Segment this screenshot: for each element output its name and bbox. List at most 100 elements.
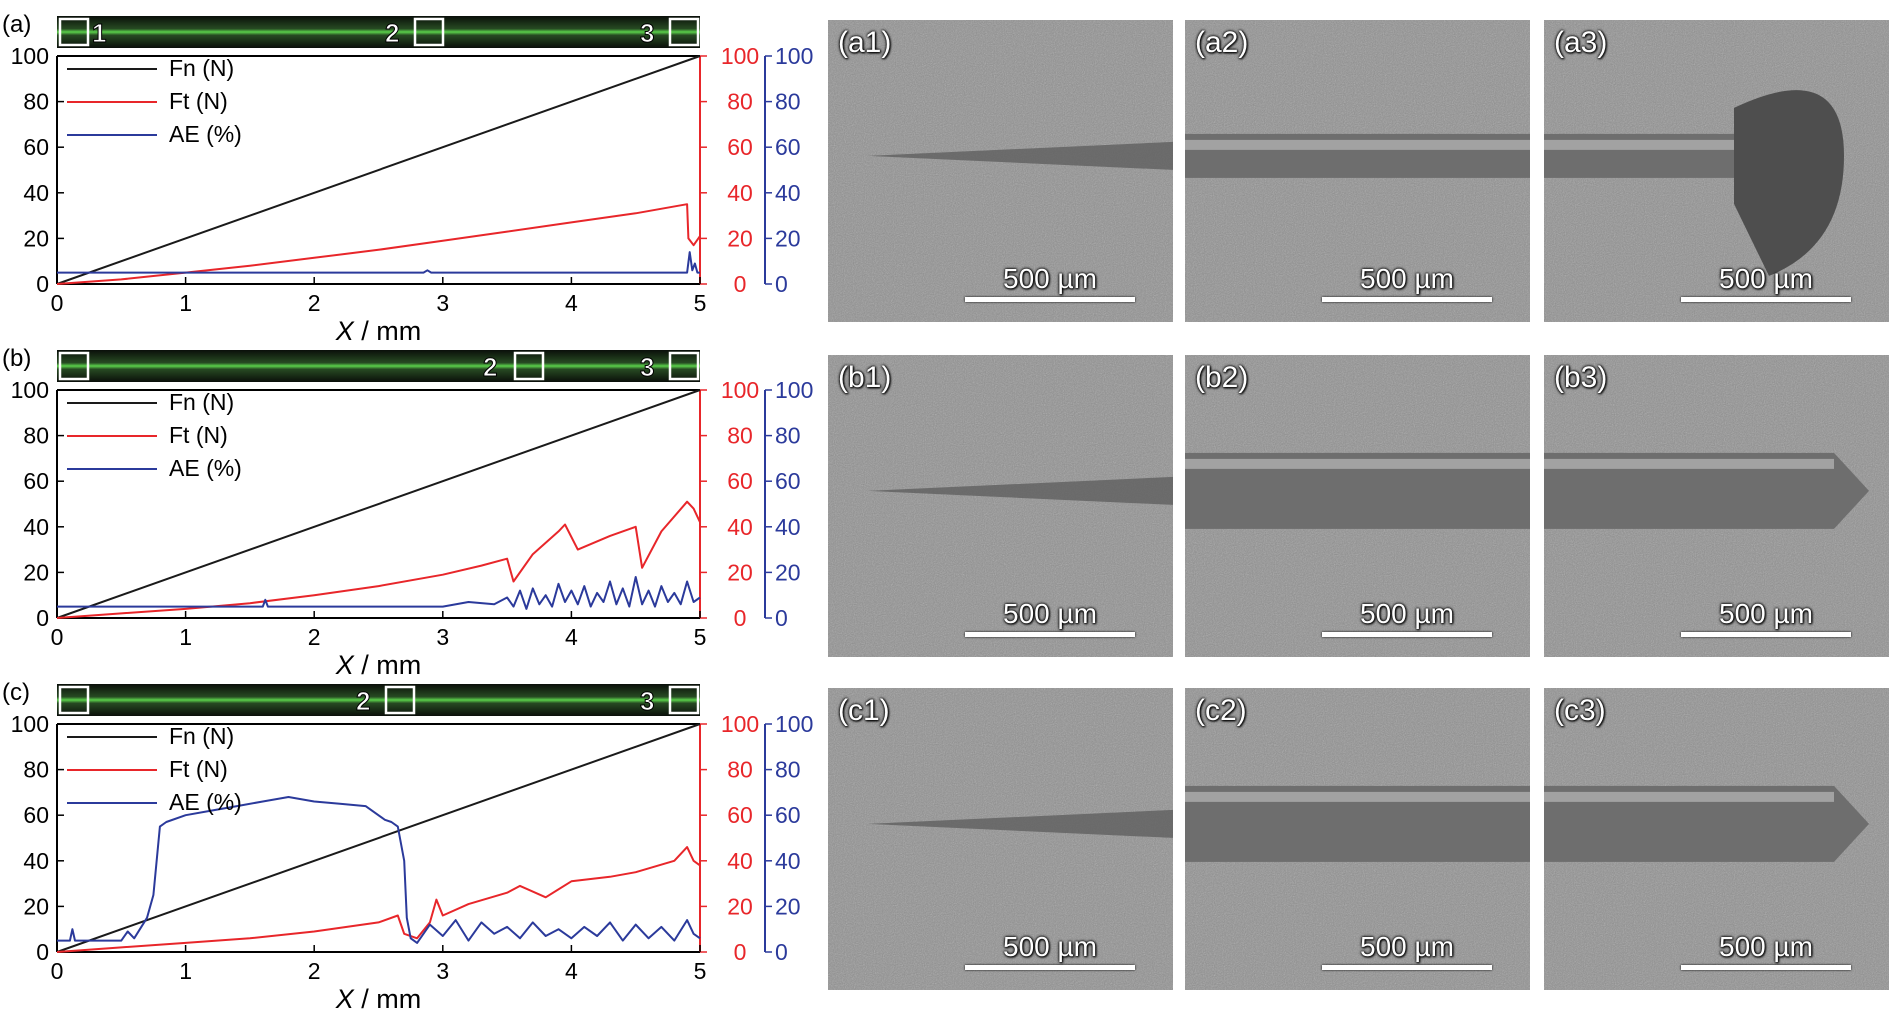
x-tick-label: 0 [51,958,64,984]
ft-tick-label: 0 [734,271,747,297]
ae-tick-label: 60 [775,802,801,828]
y-tick-label: 0 [36,271,49,297]
optical-marker-number: 3 [640,686,654,716]
y-tick-label: 100 [11,711,49,737]
x-axis-label: X / mm [335,984,422,1014]
ae-tick-label: 60 [775,134,801,160]
scale-bar-label: 500 µm [1360,931,1454,962]
ae-tick-label: 40 [775,180,801,206]
ft-tick-label: 20 [727,225,753,251]
sem-image-overlay: (b2) 500 µm [1185,355,1530,657]
scale-bar: 500 µm [1322,931,1492,970]
sem-image [1185,20,1530,322]
ae-tick-label: 0 [775,939,788,965]
sem-texture [828,20,1173,322]
panel-label: (a) [2,11,31,38]
ft-tick-label: 100 [721,43,759,69]
scale-bar-label: 500 µm [1360,263,1454,294]
series-line-fn [56,55,701,285]
y-tick-label: 80 [23,423,49,449]
series-line-ft [56,203,701,285]
legend-label: AE (%) [169,455,242,481]
legend-label: Fn (N) [169,389,234,415]
scale-bar: 500 µm [1322,598,1492,637]
optical-marker-box [58,351,90,381]
ft-tick-label: 0 [734,939,747,965]
sem-texture [828,688,1173,990]
scale-bar-label: 500 µm [1719,931,1813,962]
sem-image-overlay: (a3) 500 µm [1544,20,1889,322]
sem-image-overlay: (b1) 500 µm [828,355,1173,657]
sem-image [1185,355,1530,657]
sem-image [1544,355,1889,657]
sem-image [828,355,1173,657]
scale-bar: 500 µm [1681,263,1851,302]
optical-marker-box [413,17,445,47]
sem-image [1544,20,1889,322]
scale-bar-label: 500 µm [1003,931,1097,962]
ft-tick-label: 0 [734,605,747,631]
ft-tick-label: 40 [727,514,753,540]
panel-label: (b) [2,345,31,372]
sem-image-label: (b3) [1554,361,1608,394]
sem-image-label: (a1) [838,26,892,59]
scratch-track [868,476,1173,505]
scratch-edge [1185,791,1530,802]
x-tick-label: 4 [565,624,578,650]
y-tick-label: 100 [11,43,49,69]
ft-tick-label: 100 [721,377,759,403]
scale-bar-label: 500 µm [1360,598,1454,629]
x-axis-label-unit: / mm [354,316,422,346]
sem-image-label: (b1) [838,361,892,394]
scratch-tip [1834,785,1869,862]
ft-tick-label: 40 [727,180,753,206]
optical-marker-box [668,17,700,47]
ft-tick-label: 80 [727,757,753,783]
ae-tick-label: 100 [775,711,813,737]
optical-track-strip [57,16,700,48]
x-tick-label: 5 [694,624,707,650]
series-line-ae [57,796,701,944]
sem-texture [828,355,1173,657]
x-tick-label: 5 [694,958,707,984]
ae-tick-label: 0 [775,605,788,631]
legend-label: AE (%) [169,121,242,147]
x-tick-label: 1 [179,624,192,650]
x-tick-label: 2 [308,290,321,316]
y-tick-label: 60 [23,802,49,828]
scratch-edge [1544,139,1834,150]
sem-image-overlay: (a1) 500 µm [828,20,1173,322]
ft-tick-label: 20 [727,893,753,919]
x-tick-label: 4 [565,290,578,316]
ft-tick-label: 40 [727,848,753,874]
scale-bar: 500 µm [965,598,1135,637]
sem-image [828,20,1173,322]
y-tick-label: 60 [23,134,49,160]
y-tick-label: 80 [23,757,49,783]
sem-image-overlay: (c3) 500 µm [1544,688,1889,990]
ae-tick-label: 80 [775,423,801,449]
legend-label: Fn (N) [169,723,234,749]
series-line-ft [56,846,701,953]
ae-tick-label: 80 [775,89,801,115]
sem-image-label: (a2) [1195,26,1249,59]
sem-image-label: (c3) [1554,694,1606,727]
scratch-edge [1544,791,1834,802]
ft-tick-label: 60 [727,468,753,494]
scale-bar: 500 µm [1681,598,1851,637]
x-tick-label: 5 [694,290,707,316]
ae-tick-label: 100 [775,43,813,69]
scale-bar-line [1322,965,1492,970]
scale-bar-label: 500 µm [1003,598,1097,629]
optical-marker-number: 2 [356,686,370,716]
x-tick-label: 2 [308,624,321,650]
sem-image [1544,688,1889,990]
scale-bar: 500 µm [965,931,1135,970]
sem-image-overlay: (a2) 500 µm [1185,20,1530,322]
y-tick-label: 0 [36,939,49,965]
x-tick-label: 3 [436,958,449,984]
scale-bar-line [1322,297,1492,302]
